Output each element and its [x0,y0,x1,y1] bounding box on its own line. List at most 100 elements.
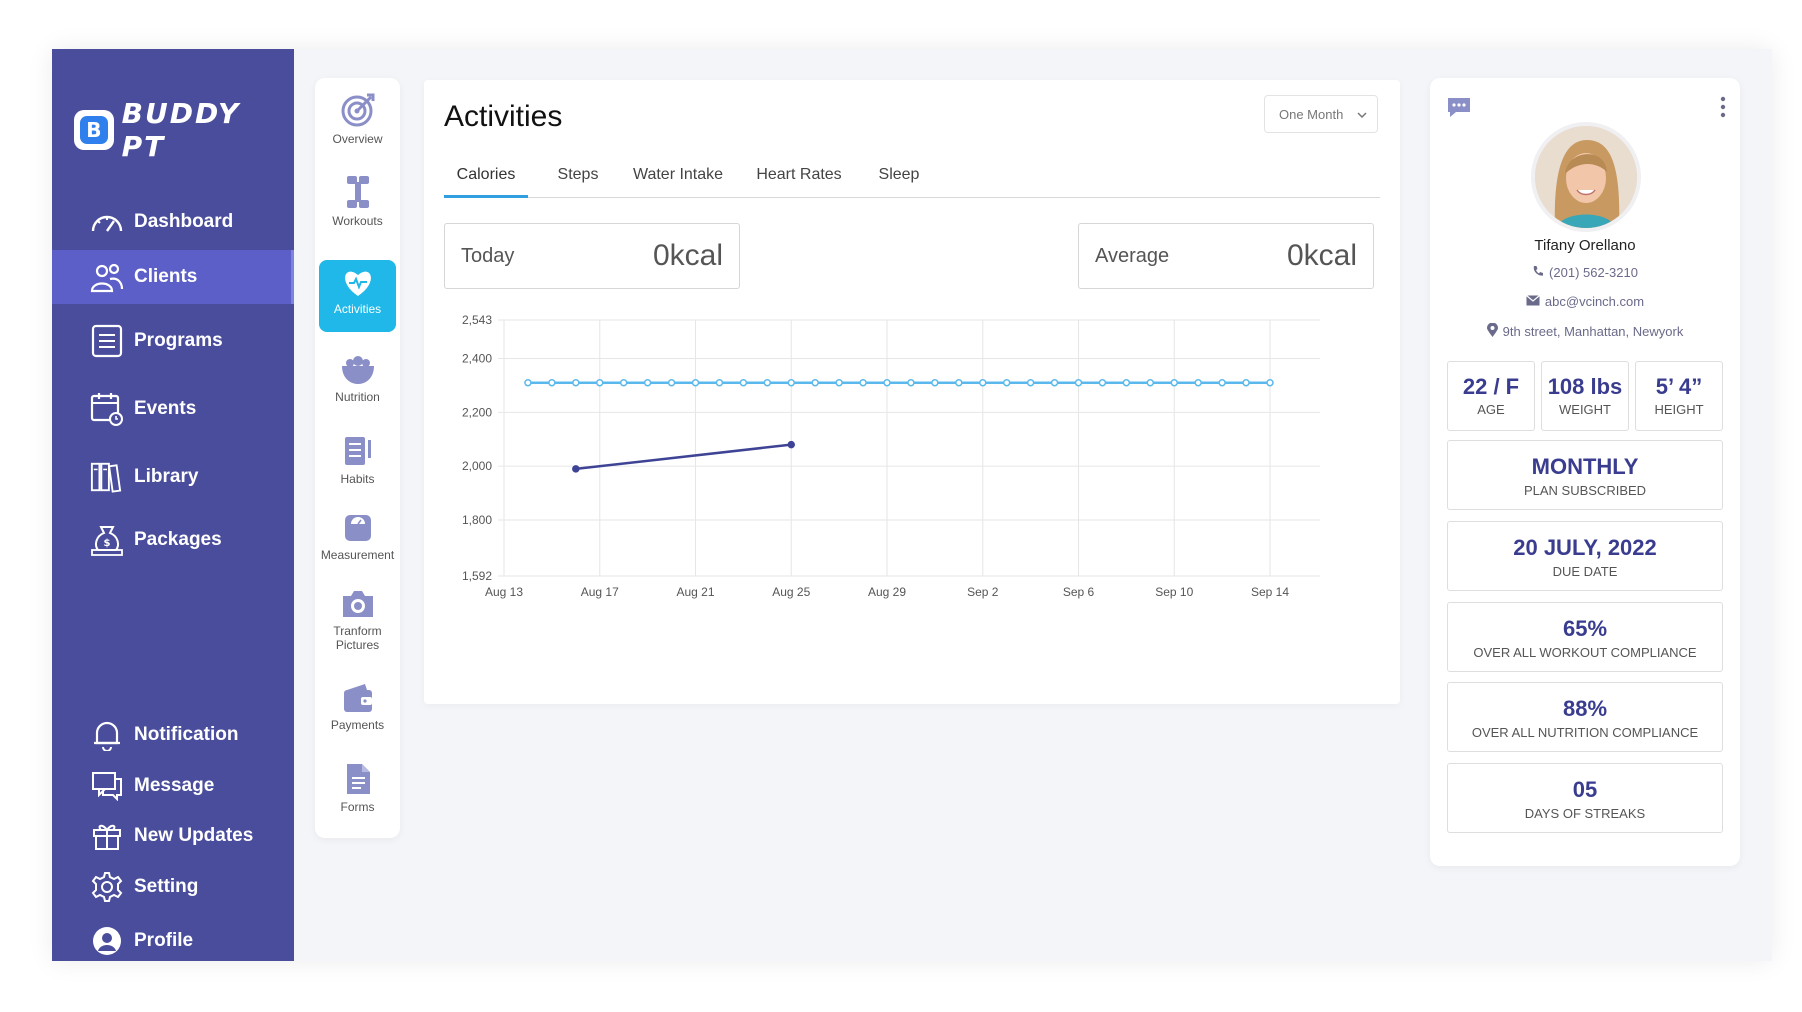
today-label: Today [461,244,515,267]
user-circle-icon [90,924,124,958]
logo[interactable]: B BUDDY PT [74,97,294,163]
client-address: 9th street, Manhattan, Newyork [1430,322,1740,340]
sidebar-item-events[interactable]: Events [52,382,294,436]
sidebar-item-notification[interactable]: Notification [52,708,294,762]
document-icon [315,762,400,796]
period-select-value: One Month [1279,106,1344,122]
x-tick-label: Aug 21 [676,585,714,599]
page-title: Activities [444,100,563,133]
data-point [859,378,867,387]
data-point [1194,378,1202,387]
data-point [667,378,676,387]
scale-icon [315,512,400,544]
data-point [1050,378,1059,387]
sidebar-item-label: Packages [134,529,222,550]
today-stat: Today 0kcal [444,223,740,289]
location-pin-icon [1486,322,1498,340]
period-select[interactable]: One Month [1264,95,1378,133]
average-value: 0kcal [1286,239,1357,272]
sidebar-item-dashboard[interactable]: Dashboard [52,195,294,249]
sidebar-item-library[interactable]: Library [52,450,294,504]
height-value: 5’ 4” [1655,374,1703,399]
workout-compliance-value: 65% [1562,616,1608,641]
camera-icon [315,588,400,620]
age-label: AGE [1477,402,1505,417]
chat-bubble-icon[interactable] [1446,96,1472,123]
sidebar-item-new-updates[interactable]: New Updates [52,809,294,863]
age-value: 22 / F [1462,374,1520,399]
subnav-item-forms[interactable]: Forms [315,762,400,814]
sidebar-item-label: Setting [134,876,199,897]
tab-steps[interactable]: Steps [557,166,599,183]
data-point [835,378,843,387]
subnav-item-workouts[interactable]: Workouts [315,174,400,228]
sidebar-item-label: Clients [134,266,198,287]
subnav-label: Habits [340,472,375,486]
chevron-down-icon [1357,107,1367,122]
data-point [524,378,532,387]
tab-heart-rates[interactable]: Heart Rates [756,166,842,183]
sidebar-item-message[interactable]: Message [52,759,294,813]
x-tick-label: Aug 29 [868,585,906,599]
plan-card: MONTHLY PLAN SUBSCRIBED [1447,440,1723,510]
subnav-item-nutrition[interactable]: Nutrition [315,354,400,404]
subnav-label: Forms [340,800,375,814]
y-tick-label: 2,543 [462,313,492,327]
svg-text:$: $ [104,538,111,549]
dumbbell-icon [315,174,400,210]
sidebar-item-profile[interactable]: Profile [52,914,294,968]
height-label: HEIGHT [1654,402,1704,417]
subnav-item-payments[interactable]: Payments [315,682,400,732]
height-stat: 5’ 4” HEIGHT [1635,361,1723,431]
weight-value: 108 lbs [1547,374,1623,399]
x-tick-label: Aug 17 [581,585,619,599]
data-point [907,378,915,387]
more-options-icon[interactable] [1720,96,1726,123]
sidebar-item-clients[interactable]: Clients [52,250,294,304]
data-point [643,378,652,387]
sidebar: B BUDDY PT Dashboard Clients Programs Ev… [52,49,294,961]
data-point [739,378,748,387]
data-point [596,378,604,387]
client-email[interactable]: abc@vcinch.com [1430,294,1740,309]
sidebar-item-programs[interactable]: Programs [52,314,294,368]
tab-water-intake[interactable]: Water Intake [632,166,724,183]
client-phone[interactable]: (201) 562-3210 [1430,265,1740,280]
subnav-label: Payments [330,718,385,732]
subnav-label: Nutrition [335,390,380,404]
subnav-item-measurement[interactable]: Measurement [315,512,400,562]
y-tick-label: 2,400 [462,351,492,365]
money-bag-icon: $ [90,523,124,557]
tab-sleep[interactable]: Sleep [878,166,920,183]
subnav-item-transform-pictures[interactable]: Tranform Pictures [315,588,400,652]
sidebar-item-packages[interactable]: $ Packages [52,513,294,567]
tab-calories[interactable]: Calories [444,166,528,198]
data-point [787,440,795,449]
x-tick-label: Aug 13 [485,585,523,599]
nutrition-compliance-card: 88% OVER ALL NUTRITION COMPLIANCE [1447,682,1723,752]
sidebar-item-label: Message [134,775,215,796]
list-icon [90,324,124,358]
y-tick-label: 1,800 [462,513,492,527]
sidebar-item-label: Dashboard [134,211,234,232]
data-point [1170,378,1178,387]
data-point [572,465,580,473]
x-tick-label: Sep 2 [967,585,999,599]
subnav-label: Overview [332,132,383,146]
data-point [1266,378,1274,387]
data-point [763,378,772,387]
data-point [1218,378,1226,387]
subnav-item-overview[interactable]: Overview [315,92,400,146]
sidebar-item-setting[interactable]: Setting [52,860,294,914]
subnav-label: Tranform Pictures [333,624,382,652]
subnav-item-habits[interactable]: Habits [315,434,400,486]
data-point [955,378,963,387]
weight-stat: 108 lbs WEIGHT [1541,361,1629,431]
x-tick-label: Sep 14 [1251,585,1289,599]
subnav-item-activities[interactable]: Activities [319,260,396,332]
subnav-label: Activities [333,302,382,316]
client-subnav: Overview Workouts Activities Nutrition H… [315,78,400,838]
chat-icon [90,769,124,803]
app-name: BUDDY PT [121,97,241,163]
data-point [572,378,580,387]
